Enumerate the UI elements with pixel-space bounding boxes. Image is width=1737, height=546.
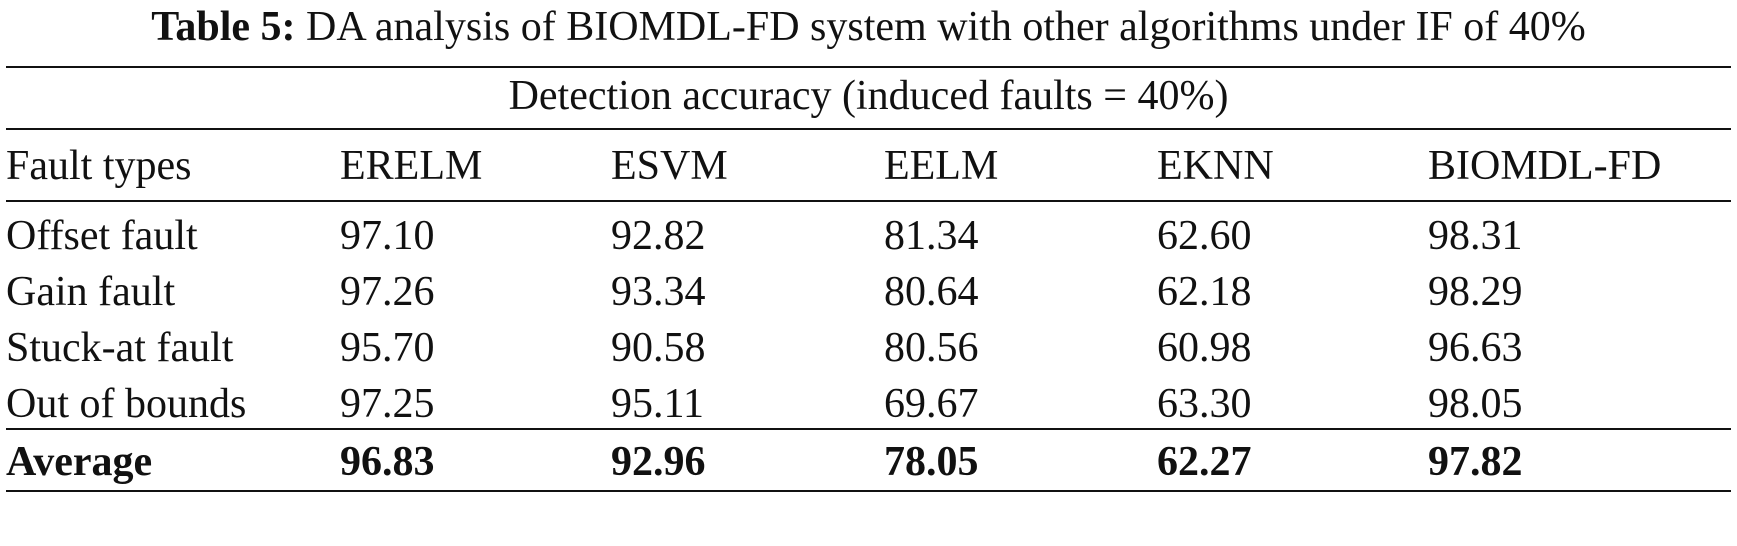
average-cell: 62.27 (1157, 439, 1252, 485)
table-cell: Stuck-at fault (6, 325, 234, 371)
table-cell: 92.82 (611, 213, 706, 259)
table-cell: 97.26 (340, 269, 435, 315)
table-cell: 97.10 (340, 213, 435, 259)
table-cell: 98.29 (1428, 269, 1523, 315)
column-header: ESVM (611, 143, 728, 189)
column-header: ERELM (340, 143, 483, 189)
spanning-header: Detection accuracy (induced faults = 40%… (508, 73, 1229, 119)
average-rule (6, 428, 1731, 430)
table-caption-label: Table 5: (151, 4, 296, 50)
column-header: EELM (884, 143, 999, 189)
header-rule (6, 200, 1731, 202)
table-cell: 62.18 (1157, 269, 1252, 315)
average-cell: 92.96 (611, 439, 706, 485)
table-row: Stuck-at fault 95.70 90.58 80.56 60.98 9… (0, 320, 1737, 376)
table-cell: 97.25 (340, 381, 435, 427)
mid-rule (6, 128, 1731, 130)
table-cell: 90.58 (611, 325, 706, 371)
table-cell: 95.11 (611, 381, 704, 427)
table-cell: 80.64 (884, 269, 979, 315)
table-cell: Gain fault (6, 269, 176, 315)
table-cell: 62.60 (1157, 213, 1252, 259)
table-row: Gain fault 97.26 93.34 80.64 62.18 98.29 (0, 264, 1737, 320)
table-cell: 95.70 (340, 325, 435, 371)
table-cell: Out of bounds (6, 381, 247, 427)
table-row: Out of bounds 97.25 95.11 69.67 63.30 98… (0, 376, 1737, 432)
bottom-rule (6, 490, 1731, 492)
table-caption-text: DA analysis of BIOMDL-FD system with oth… (306, 4, 1586, 50)
column-header: EKNN (1157, 143, 1274, 189)
average-cell: 97.82 (1428, 439, 1523, 485)
average-cell: 78.05 (884, 439, 979, 485)
table-cell: 81.34 (884, 213, 979, 259)
table-cell: Offset fault (6, 213, 198, 259)
table-caption: Table 5: DA analysis of BIOMDL-FD system… (0, 2, 1737, 52)
table-cell: 63.30 (1157, 381, 1252, 427)
table-cell: 60.98 (1157, 325, 1252, 371)
column-header: Fault types (6, 143, 192, 189)
table-cell: 96.63 (1428, 325, 1523, 371)
table-cell: 98.31 (1428, 213, 1523, 259)
table-cell: 80.56 (884, 325, 979, 371)
table-cell: 98.05 (1428, 381, 1523, 427)
average-cell: Average (6, 439, 153, 485)
average-row: Average 96.83 92.96 78.05 62.27 97.82 (0, 434, 1737, 490)
table-cell: 69.67 (884, 381, 979, 427)
average-cell: 96.83 (340, 439, 435, 485)
column-header: BIOMDL-FD (1428, 143, 1662, 189)
table-row: Offset fault 97.10 92.82 81.34 62.60 98.… (0, 208, 1737, 264)
header-row: Fault types ERELM ESVM EELM EKNN BIOMDL-… (0, 138, 1737, 194)
top-rule (6, 66, 1731, 68)
table-cell: 93.34 (611, 269, 706, 315)
